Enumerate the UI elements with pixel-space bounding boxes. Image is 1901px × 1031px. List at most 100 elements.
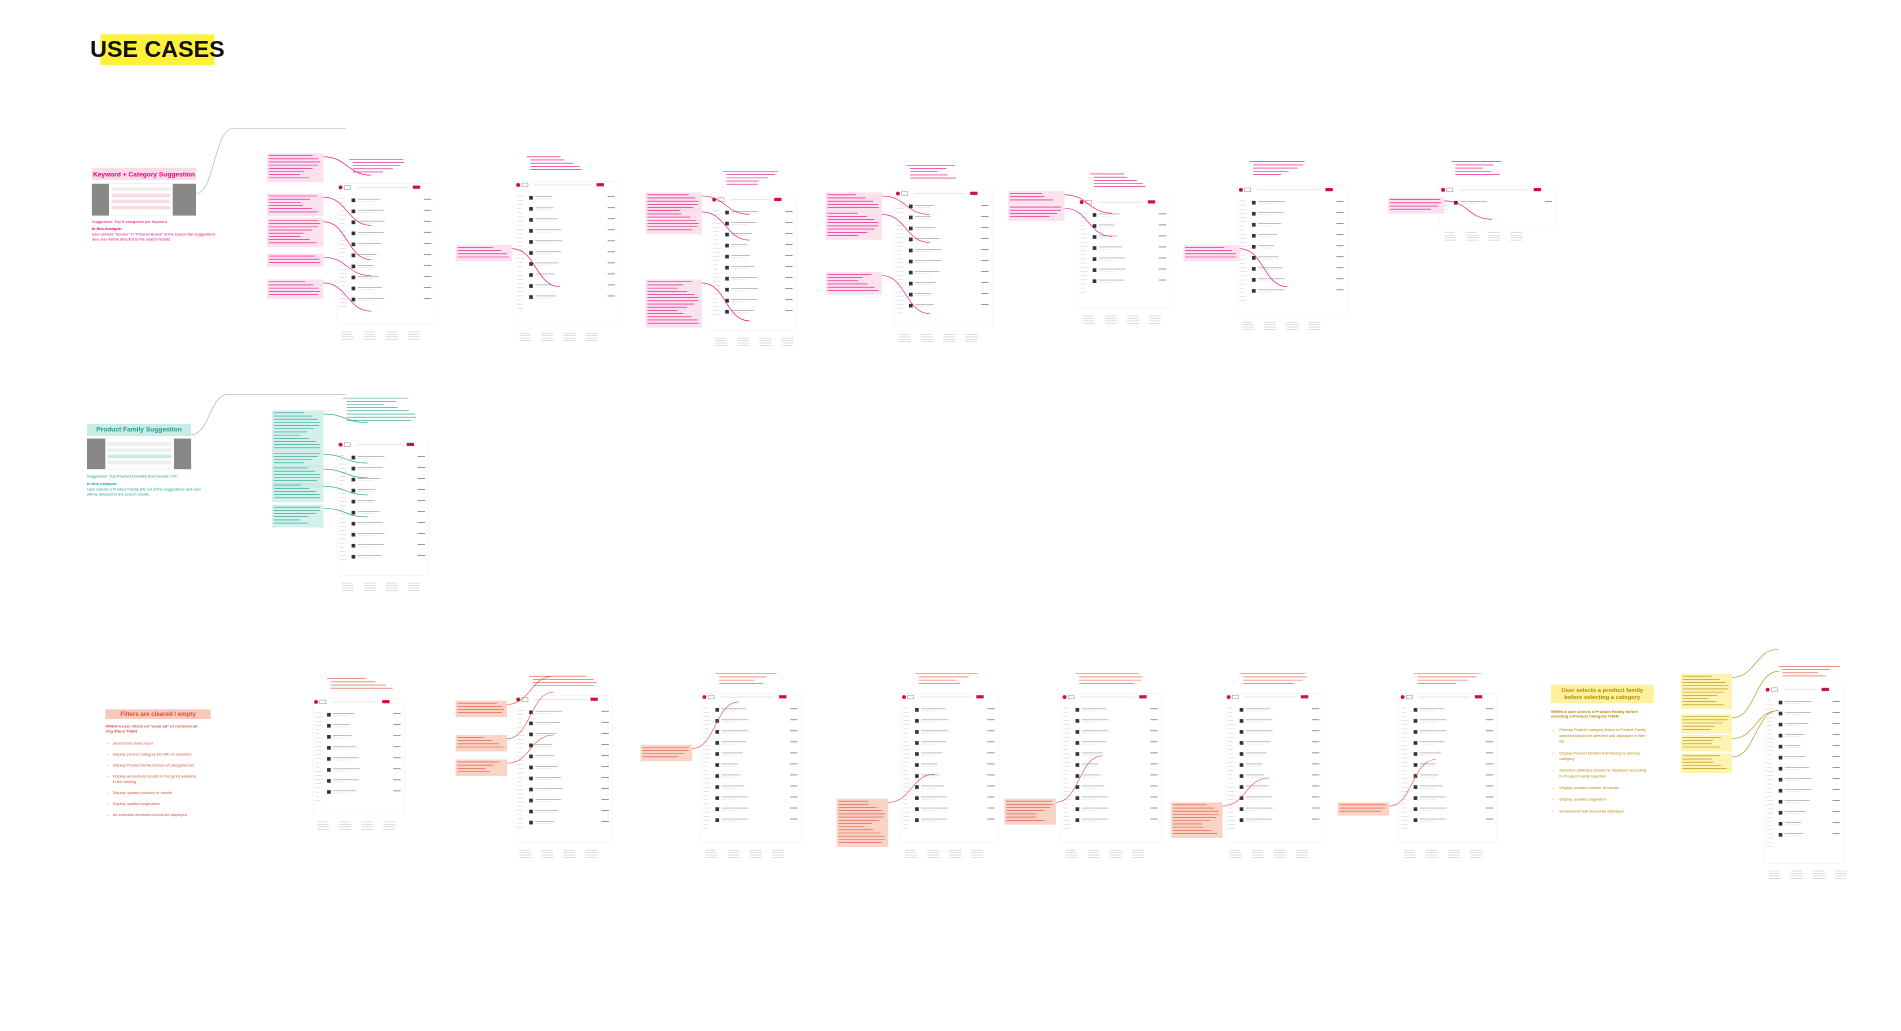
label: Keyword + Category Suggestion [93, 171, 195, 178]
thumb [529, 251, 533, 255]
bullet: – [107, 763, 110, 768]
thumb [725, 232, 729, 237]
thumb [529, 743, 533, 748]
bullet: – [107, 774, 110, 779]
logo-box [343, 185, 351, 190]
logo-box [343, 442, 351, 447]
thumb [327, 746, 331, 750]
thumb [1075, 719, 1080, 723]
thumb [1239, 796, 1244, 800]
label: In this example: [87, 481, 117, 486]
annotation [825, 271, 882, 295]
thumb [1778, 744, 1783, 749]
thumb [529, 732, 533, 737]
connector [701, 211, 750, 241]
annotation [267, 218, 324, 248]
search-btn [976, 695, 984, 699]
logo-box [901, 191, 908, 196]
thumb [1075, 752, 1080, 756]
search-btn [1533, 188, 1542, 192]
connector [323, 468, 368, 479]
label: to Product Family selection [1559, 773, 1606, 778]
thumb [715, 719, 720, 723]
thumb [1239, 774, 1244, 778]
annotation [645, 192, 702, 212]
thumb [1239, 818, 1244, 822]
thumb [351, 209, 356, 214]
thumb [715, 796, 720, 800]
thumb [529, 196, 533, 200]
thumb [351, 297, 356, 302]
thumb [1413, 785, 1418, 789]
screen [312, 698, 405, 815]
thumb [1239, 763, 1244, 767]
thumb [529, 207, 533, 211]
thumb [327, 712, 331, 717]
logo [314, 699, 319, 704]
thumb [351, 554, 356, 559]
connector [323, 413, 368, 423]
thumb [351, 220, 356, 225]
thumb [1413, 719, 1418, 723]
thumb [1239, 807, 1244, 811]
annotation [267, 253, 324, 267]
annotation [825, 210, 882, 240]
thumb [1251, 278, 1256, 282]
search-btn [970, 191, 978, 195]
bullet: – [1552, 727, 1555, 732]
thumb [1778, 777, 1783, 782]
thumb [1075, 741, 1080, 745]
logo-box [1446, 187, 1454, 192]
logo [1062, 695, 1067, 699]
annotation [455, 700, 508, 718]
thumb [1413, 730, 1418, 734]
thumb [908, 237, 913, 242]
thumb [529, 765, 533, 770]
screen [1224, 693, 1324, 843]
bullet: – [107, 801, 110, 806]
preview-row [107, 448, 172, 453]
thumb [1251, 256, 1256, 260]
thumb [529, 284, 533, 288]
thumb [908, 270, 913, 275]
connector [1732, 648, 1779, 678]
thumb [351, 477, 356, 482]
logo-box [1406, 694, 1413, 700]
logo [902, 695, 907, 699]
annotation [267, 193, 324, 217]
search-btn [1147, 200, 1156, 204]
thumb [351, 488, 356, 493]
connector [1239, 248, 1288, 287]
search-btn [382, 700, 390, 704]
thumb [725, 210, 729, 215]
search-btn [406, 442, 415, 447]
connector [888, 773, 935, 803]
thumb [351, 275, 356, 280]
search-btn [779, 695, 787, 699]
thumb [908, 292, 913, 297]
label: Display updated pagination [1559, 797, 1606, 802]
connector [323, 508, 368, 518]
thumb [915, 719, 919, 723]
logo-box [717, 197, 725, 202]
thumb [1075, 708, 1080, 712]
thumb [1413, 708, 1418, 712]
preview-row [111, 193, 171, 198]
label: Display Product families that belong to … [1559, 750, 1640, 755]
thumb [1239, 785, 1244, 789]
label: Display updated pagination [113, 801, 160, 806]
annotation [1680, 753, 1733, 773]
bullet: – [107, 752, 110, 757]
thumb [1413, 818, 1418, 822]
thumb [1778, 722, 1783, 727]
bullet: – [107, 812, 110, 817]
connector [1444, 200, 1493, 220]
thumb [351, 198, 356, 203]
screen [1398, 693, 1498, 843]
thumb [1413, 741, 1418, 745]
thumb [1251, 267, 1256, 271]
thumb [351, 286, 356, 291]
thumb [351, 264, 356, 269]
logo-box [707, 694, 715, 700]
preview-row [107, 460, 172, 465]
